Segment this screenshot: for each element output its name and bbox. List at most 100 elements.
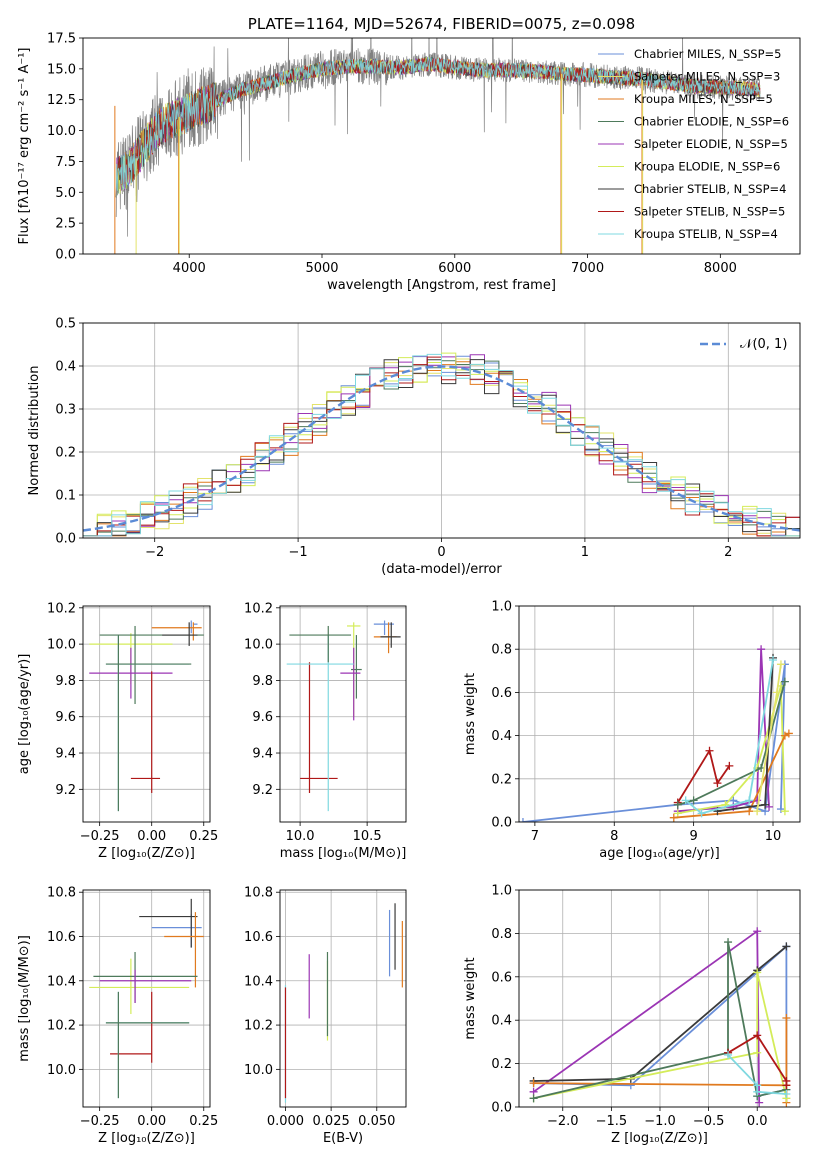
x-tick-label: 6000: [438, 261, 471, 276]
data-point: [669, 813, 678, 822]
mass-weight-series-3: [533, 945, 787, 1082]
data-point: [753, 927, 762, 936]
data-point: [755, 1098, 764, 1107]
y-tick-label: 0.1: [55, 489, 76, 504]
y-tick-label: 0.4: [491, 1014, 512, 1029]
y-tick-label: 1.0: [491, 884, 512, 899]
y-tick-label: 12.5: [47, 93, 76, 108]
data-point: [776, 660, 785, 669]
data-point: [782, 1081, 791, 1090]
y-tick-label: 0.0: [491, 1101, 512, 1116]
x-tick-label: 9: [689, 829, 697, 844]
model-spectrum-9: [115, 56, 761, 198]
y-tick-label: 0.5: [55, 317, 76, 332]
mass-weight-series-1: [522, 664, 786, 822]
x-axis-label: (data-model)/error: [381, 562, 502, 577]
x-tick-label: 4000: [173, 261, 206, 276]
y-tick-label: 17.5: [47, 32, 76, 47]
y-axis-label: mass weight: [463, 673, 478, 755]
legend-entry: Chabrier STELIB, N_SSP=4: [634, 182, 786, 196]
x-tick-label: 8: [610, 829, 618, 844]
axes-frame: [279, 889, 407, 1108]
data-point: [782, 1014, 791, 1023]
mass_Z-panel: −0.25 0.00 0.25 10.0 10.2 10.4 10.6 10.8 Z [log₁…: [17, 886, 218, 1146]
axes-frame: [518, 605, 801, 823]
x-tick-label: 0: [437, 545, 445, 560]
data-point: [673, 800, 682, 809]
x-axis-label: mass [log₁₀(M/M⊙)]: [280, 846, 407, 861]
data-point: [689, 796, 698, 805]
y-tick-label: 0.3: [55, 403, 76, 418]
x-tick-label: 0.25: [189, 1114, 218, 1129]
data-point: [725, 761, 734, 770]
legend-entry: Salpeter STELIB, N_SSP=5: [634, 205, 785, 219]
axes-frame: [82, 605, 211, 823]
y-axis-label: age [log₁₀(age/yr)]: [17, 654, 32, 775]
y-tick-label: 5.0: [55, 186, 76, 201]
data-point: [757, 645, 766, 654]
legend-entry: Chabrier MILES, N_SSP=5: [634, 47, 781, 61]
plot-area: [89, 898, 204, 1099]
data-point: [529, 1094, 538, 1103]
plot-area: [519, 645, 793, 822]
y-tick-label: 9.2: [55, 783, 76, 798]
x-tick-label: 8000: [704, 261, 737, 276]
y-tick-label: 10.0: [47, 124, 76, 139]
y-tick-label: 0.4: [491, 729, 512, 744]
data-point: [780, 677, 789, 686]
y-tick-label: 10.2: [47, 1019, 76, 1034]
y-tick-label: 0.0: [491, 816, 512, 831]
mass-weight-series-1: [533, 929, 761, 1103]
y-tick-label: 0.8: [491, 643, 512, 658]
data-point: [782, 942, 791, 951]
data-point: [769, 656, 778, 664]
x-tick-label: −1.5: [596, 1114, 628, 1129]
residual-histogram-9: [83, 353, 800, 537]
y-tick-label: 15.0: [47, 62, 76, 77]
y-tick-label: 9.4: [55, 747, 76, 762]
plot-area: [286, 620, 401, 812]
y-tick-label: 10.6: [47, 930, 76, 945]
x-tick-label: 0.00: [137, 1114, 166, 1129]
y-tick-label: 10.2: [244, 1019, 273, 1034]
axes-frame: [82, 889, 211, 1108]
x-axis-label: Z [log₁₀(Z/Z⊙)]: [98, 1131, 195, 1146]
legend-entry: 𝒩(0, 1): [740, 337, 787, 352]
y-tick-label: 9.8: [55, 674, 76, 689]
data-point: [724, 1050, 733, 1059]
data-point: [529, 1079, 538, 1088]
y-tick-label: 10.2: [244, 601, 273, 616]
y-tick-label: 0.0: [55, 248, 76, 263]
plot-area: [529, 927, 791, 1107]
y-tick-label: 10.8: [244, 886, 273, 901]
data-point: [753, 807, 762, 816]
legend-entry: Kroupa STELIB, N_SSP=4: [634, 227, 778, 241]
data-point: [724, 938, 733, 947]
y-tick-label: 10.8: [47, 886, 76, 901]
y-axis-label: mass weight: [463, 957, 478, 1039]
mw_Z-panel: −2.0 −1.5 −1.0 −0.5 0.0 0.0 0.2 0.4 0.6 0.8 1.0 Z […: [463, 884, 801, 1146]
data-point: [705, 746, 714, 755]
y-tick-label: 9.2: [252, 783, 273, 798]
gaussian-curve: [83, 365, 800, 532]
data-point: [745, 807, 754, 816]
data-point: [519, 818, 527, 822]
x-tick-label: 5000: [305, 261, 338, 276]
mass_ebv-panel: 0.000 0.025 0.050 10.0 10.2 10.4 10.6 10.8 E(B-V…: [244, 886, 407, 1146]
plot-area: [284, 903, 403, 1103]
x-tick-label: 10.5: [353, 829, 382, 844]
mass-weight-series-8: [685, 659, 774, 815]
plot-area: [114, 38, 761, 254]
x-tick-label: 1: [581, 545, 589, 560]
data-point: [745, 796, 754, 805]
x-tick-label: −1.0: [644, 1114, 676, 1129]
x-tick-label: 10.0: [286, 829, 315, 844]
legend-entry: Salpeter MILES, N_SSP=3: [634, 70, 780, 84]
y-tick-label: 9.6: [55, 710, 76, 725]
mass-weight-series-5: [677, 748, 731, 804]
axes-frame: [82, 322, 801, 539]
axes-frame: [518, 889, 801, 1108]
x-tick-label: −0.5: [693, 1114, 725, 1129]
x-tick-label: 0.0: [747, 1114, 768, 1129]
